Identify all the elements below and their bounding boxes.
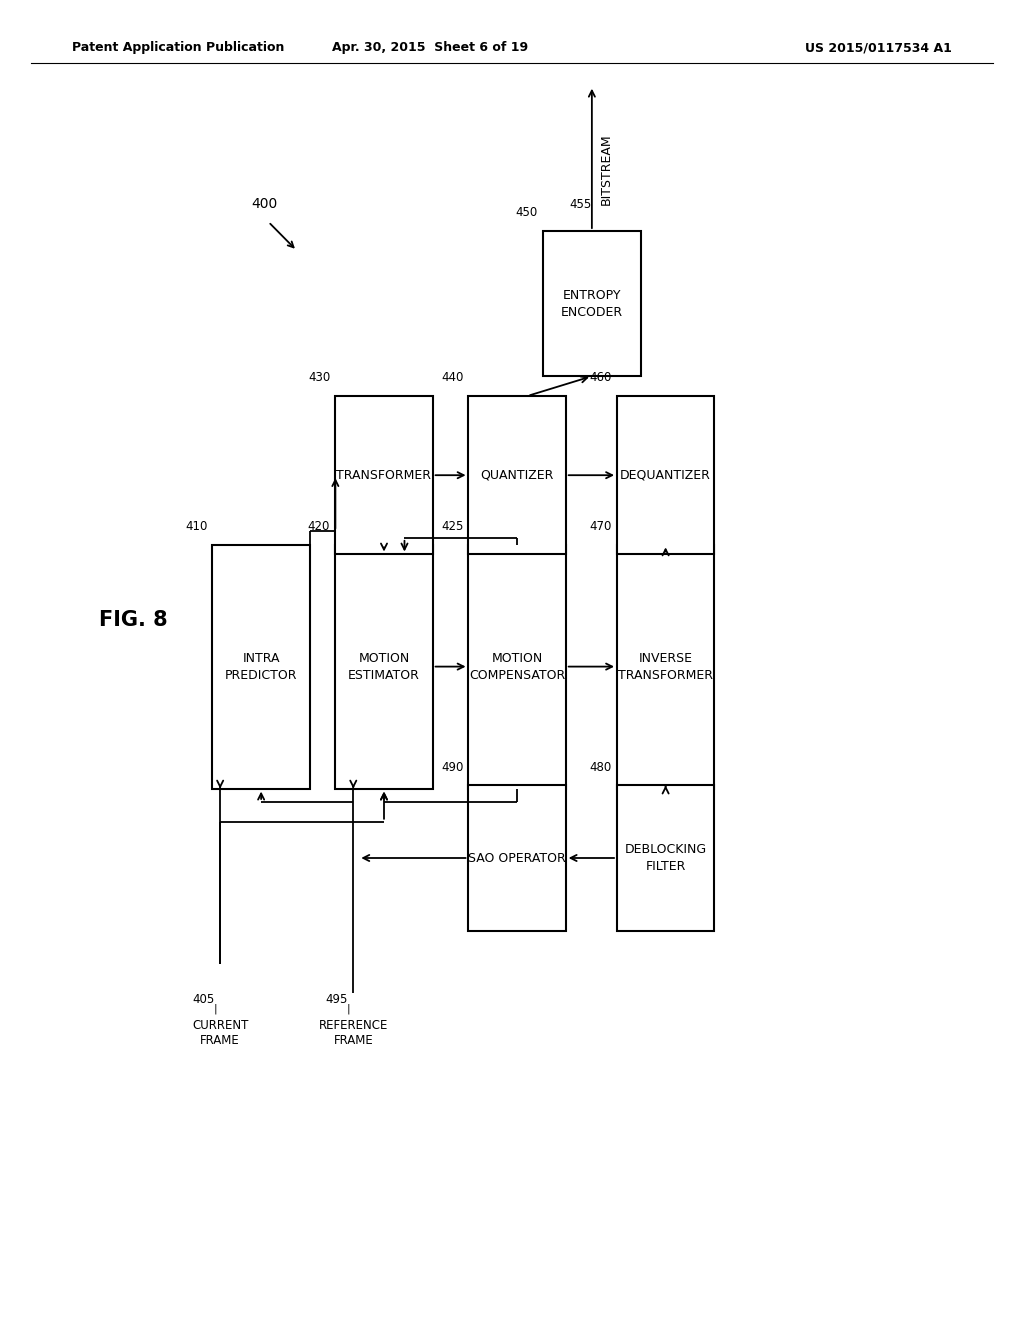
Text: QUANTIZER: QUANTIZER — [480, 469, 554, 482]
FancyBboxPatch shape — [616, 545, 715, 789]
Text: 470: 470 — [590, 520, 612, 532]
Text: 495: 495 — [326, 993, 348, 1006]
Text: 455: 455 — [569, 198, 592, 211]
Text: 450: 450 — [516, 206, 539, 219]
Text: 400: 400 — [251, 197, 278, 211]
Text: DEQUANTIZER: DEQUANTIZER — [621, 469, 711, 482]
FancyBboxPatch shape — [616, 396, 715, 554]
Text: |: | — [346, 1003, 350, 1014]
Text: 440: 440 — [441, 371, 463, 384]
Text: 490: 490 — [441, 760, 463, 774]
Text: BITSTREAM: BITSTREAM — [600, 133, 613, 205]
FancyBboxPatch shape — [469, 785, 565, 931]
FancyBboxPatch shape — [469, 545, 565, 789]
Text: 460: 460 — [590, 371, 612, 384]
Text: US 2015/0117534 A1: US 2015/0117534 A1 — [806, 41, 952, 54]
Text: SAO OPERATOR: SAO OPERATOR — [468, 851, 566, 865]
Text: TRANSFORMER: TRANSFORMER — [337, 469, 431, 482]
Text: FIG. 8: FIG. 8 — [98, 610, 168, 631]
Text: INVERSE
TRANSFORMER: INVERSE TRANSFORMER — [618, 652, 713, 681]
Text: 425: 425 — [441, 520, 463, 532]
FancyBboxPatch shape — [336, 396, 432, 554]
Text: |: | — [213, 1003, 217, 1014]
FancyBboxPatch shape — [336, 545, 432, 789]
Text: MOTION
ESTIMATOR: MOTION ESTIMATOR — [348, 652, 420, 681]
Text: INTRA
PREDICTOR: INTRA PREDICTOR — [225, 652, 297, 681]
Text: MOTION
COMPENSATOR: MOTION COMPENSATOR — [469, 652, 565, 681]
Text: Apr. 30, 2015  Sheet 6 of 19: Apr. 30, 2015 Sheet 6 of 19 — [332, 41, 528, 54]
FancyBboxPatch shape — [213, 545, 309, 789]
Text: CURRENT
FRAME: CURRENT FRAME — [191, 1019, 249, 1047]
FancyBboxPatch shape — [543, 231, 641, 376]
Text: 405: 405 — [193, 993, 215, 1006]
Text: 410: 410 — [185, 520, 207, 532]
Text: REFERENCE
FRAME: REFERENCE FRAME — [318, 1019, 388, 1047]
Text: ENTROPY
ENCODER: ENTROPY ENCODER — [561, 289, 623, 318]
FancyBboxPatch shape — [616, 785, 715, 931]
FancyBboxPatch shape — [469, 396, 565, 554]
Text: 430: 430 — [308, 371, 330, 384]
Text: 480: 480 — [590, 760, 612, 774]
Text: DEBLOCKING
FILTER: DEBLOCKING FILTER — [625, 843, 707, 873]
Text: Patent Application Publication: Patent Application Publication — [72, 41, 284, 54]
Text: 420: 420 — [308, 520, 330, 532]
